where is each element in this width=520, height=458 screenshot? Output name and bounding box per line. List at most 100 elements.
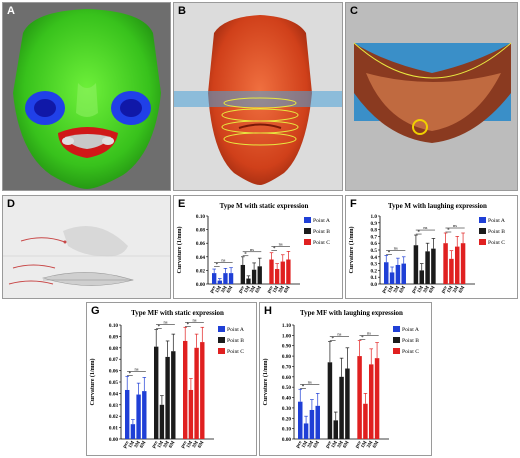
legend-swatch: [304, 228, 311, 234]
bar: [171, 351, 176, 439]
legend-swatch: [393, 326, 400, 332]
chart-g: Type MF with static expression Curvature …: [89, 309, 244, 449]
y-tick-label: 0.1: [371, 275, 378, 281]
panel-a-label: A: [7, 5, 15, 17]
bar: [217, 280, 222, 284]
x-tick-label: 6M: [372, 440, 380, 449]
x-tick-label: 6M: [169, 440, 177, 449]
y-tick-label: 0.09: [109, 334, 118, 340]
x-tick-label: pre: [238, 285, 246, 294]
bar: [125, 389, 130, 439]
bar: [200, 342, 205, 439]
bar: [194, 347, 199, 439]
legend-swatch: [393, 337, 400, 343]
legend-swatch: [479, 239, 486, 245]
panel-e: E Type M with static expression Curvature…: [173, 195, 343, 299]
y-tick-label: 1.0: [371, 214, 378, 220]
chart-title: Type MF with laughing expression: [300, 309, 403, 317]
star-label: *: [129, 372, 132, 377]
panel-c: C: [345, 2, 518, 191]
legend-label: Point B: [313, 229, 330, 235]
sig-label: ns: [279, 241, 283, 246]
panel-b: B: [173, 2, 343, 191]
x-tick-label: 1M: [215, 285, 223, 294]
x-tick-label: 6M: [198, 440, 206, 449]
legend-label: Point A: [488, 218, 505, 224]
bar: [395, 264, 401, 284]
sig-label: ns: [337, 332, 341, 337]
star-label: *: [388, 251, 391, 256]
legend-label: Point A: [313, 218, 330, 224]
sig-label: ns: [423, 225, 427, 230]
y-tick-label: 0.10: [282, 427, 291, 433]
chart-e: Type M with static expression Curvature (…: [176, 202, 330, 294]
y-axis-label: Curvature (1/mm): [262, 358, 269, 405]
y-tick-label: 0.06: [109, 369, 118, 375]
bar: [363, 403, 368, 439]
x-tick-label: 1M: [301, 440, 309, 449]
y-tick-label: 0.3: [371, 262, 378, 268]
legend-swatch: [218, 337, 225, 343]
legend-label: Point A: [227, 327, 244, 333]
y-axis-label: Curvature (1/mm): [348, 226, 355, 273]
x-tick-label: pre: [152, 440, 160, 449]
y-tick-label: 0.02: [109, 414, 118, 420]
bar: [212, 273, 217, 284]
bar: [274, 269, 280, 284]
sig-label: ns: [163, 320, 167, 325]
x-tick-label: pre: [210, 285, 218, 294]
x-tick-label: 1M: [244, 285, 252, 294]
y-tick-label: 0.04: [109, 391, 118, 397]
bar: [339, 376, 344, 439]
legend-label: Point C: [227, 349, 244, 355]
y-tick-label: 0.00: [282, 437, 291, 443]
legend-swatch: [393, 348, 400, 354]
x-tick-label: 3M: [163, 440, 171, 449]
panel-g: G Type MF with static expression Curvatur…: [86, 302, 257, 456]
legend-swatch: [304, 217, 311, 223]
y-tick-label: 0.02: [196, 268, 205, 274]
bar: [154, 346, 159, 439]
legend-swatch: [304, 239, 311, 245]
y-tick-label: 0.08: [109, 346, 118, 352]
star-label: *: [447, 229, 450, 234]
chart-title: Type M with static expression: [220, 202, 309, 210]
x-tick-label: 3M: [307, 440, 315, 449]
legend-label: Point C: [488, 240, 505, 246]
panel-d: D: [2, 195, 171, 299]
x-tick-label: pre: [181, 440, 189, 449]
y-tick-label: 0.20: [282, 416, 291, 422]
sig-label: ns: [394, 245, 398, 250]
bar: [246, 278, 251, 284]
star-label: *: [244, 252, 247, 257]
y-tick-label: 0.30: [282, 406, 291, 412]
face-scan-orange: [174, 15, 342, 185]
legend-label: Point C: [402, 349, 419, 355]
bar: [431, 248, 436, 284]
y-tick-label: 0.9: [371, 221, 378, 227]
panel-d-label: D: [7, 198, 15, 210]
x-tick-label: 1M: [272, 285, 280, 294]
y-tick-label: 0.5: [371, 248, 378, 254]
bar: [130, 424, 136, 439]
star-label: *: [361, 336, 364, 341]
star-label: *: [158, 325, 161, 330]
y-tick-label: 0.2: [371, 268, 378, 274]
x-tick-label: 1M: [331, 440, 339, 449]
x-tick-label: 1M: [361, 440, 369, 449]
x-tick-label: pre: [441, 285, 449, 294]
x-tick-label: 6M: [343, 440, 351, 449]
bar: [413, 245, 419, 284]
y-tick-label: 0.01: [109, 426, 118, 432]
bar: [384, 262, 389, 284]
bar: [309, 409, 315, 439]
x-tick-label: 3M: [249, 285, 257, 294]
legend-label: Point A: [402, 327, 419, 333]
sig-label: ns: [367, 331, 371, 336]
legend-swatch: [479, 228, 486, 234]
sig-label: ns: [134, 366, 138, 371]
x-tick-label: 6M: [429, 285, 437, 294]
y-tick-label: 0.00: [196, 282, 205, 288]
x-tick-label: 3M: [453, 285, 461, 294]
x-tick-label: 6M: [255, 285, 263, 294]
